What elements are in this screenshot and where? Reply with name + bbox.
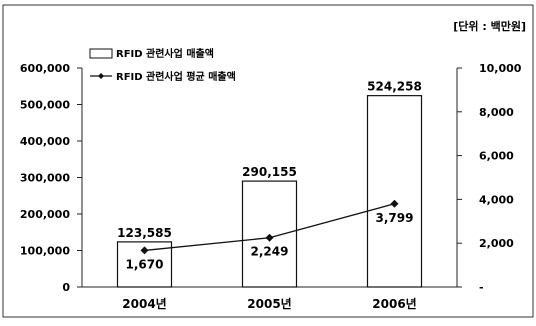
- line-point: [265, 233, 274, 242]
- left-tick-label: 400,000: [20, 135, 70, 148]
- x-tick-label: 2005년: [247, 297, 291, 311]
- bar-data-label: 524,258: [367, 80, 422, 94]
- legend-bar-swatch: [89, 48, 113, 59]
- legend: RFID 관련사업 매출액 RFID 관련사업 평균 매출액: [89, 47, 236, 83]
- left-tick-label: 200,000: [20, 208, 70, 221]
- chart-border: [2, 4, 534, 318]
- bar-series: 123,585 290,155 524,258: [116, 80, 423, 288]
- right-axis-ticks: - 2,000 4,000 6,000 8,000 10,000: [457, 62, 522, 294]
- line-point: [140, 246, 149, 255]
- bar-data-label: 123,585: [117, 226, 172, 240]
- line-data-label: 2,249: [251, 245, 289, 259]
- bar: [366, 95, 423, 288]
- left-axis-ticks: 0 100,000 200,000 300,000 400,000 500,000 600,…: [20, 62, 82, 294]
- bar-data-label: 290,155: [242, 165, 297, 179]
- left-tick-label: 600,000: [20, 62, 70, 75]
- line-data-label: 3,799: [376, 211, 414, 225]
- bar: [116, 241, 173, 288]
- line-series: 1,670 2,249 3,799: [126, 199, 414, 271]
- x-tick-label: 2004년: [122, 297, 166, 311]
- legend-line-marker: [98, 73, 104, 79]
- left-tick-label: 0: [62, 281, 70, 294]
- legend-line-label: RFID 관련사업 평균 매출액: [116, 70, 236, 83]
- right-tick-label: 8,000: [479, 106, 514, 119]
- line-point: [390, 199, 399, 208]
- line-data-label: 1,670: [126, 257, 164, 271]
- right-tick-label: 6,000: [479, 150, 514, 163]
- left-tick-label: 500,000: [20, 99, 70, 112]
- right-tick-label: 2,000: [479, 237, 514, 250]
- legend-bar-label: RFID 관련사업 매출액: [116, 47, 214, 60]
- left-tick-label: 300,000: [20, 172, 70, 185]
- unit-label: [단위 : 백만원]: [453, 19, 526, 33]
- x-tick-label: 2006년: [372, 297, 416, 311]
- x-axis-labels: 2004년 2005년 2006년: [122, 297, 416, 311]
- right-tick-label: 10,000: [479, 62, 522, 75]
- right-tick-label: -: [479, 281, 484, 294]
- left-tick-label: 100,000: [20, 245, 70, 258]
- right-tick-label: 4,000: [479, 193, 514, 206]
